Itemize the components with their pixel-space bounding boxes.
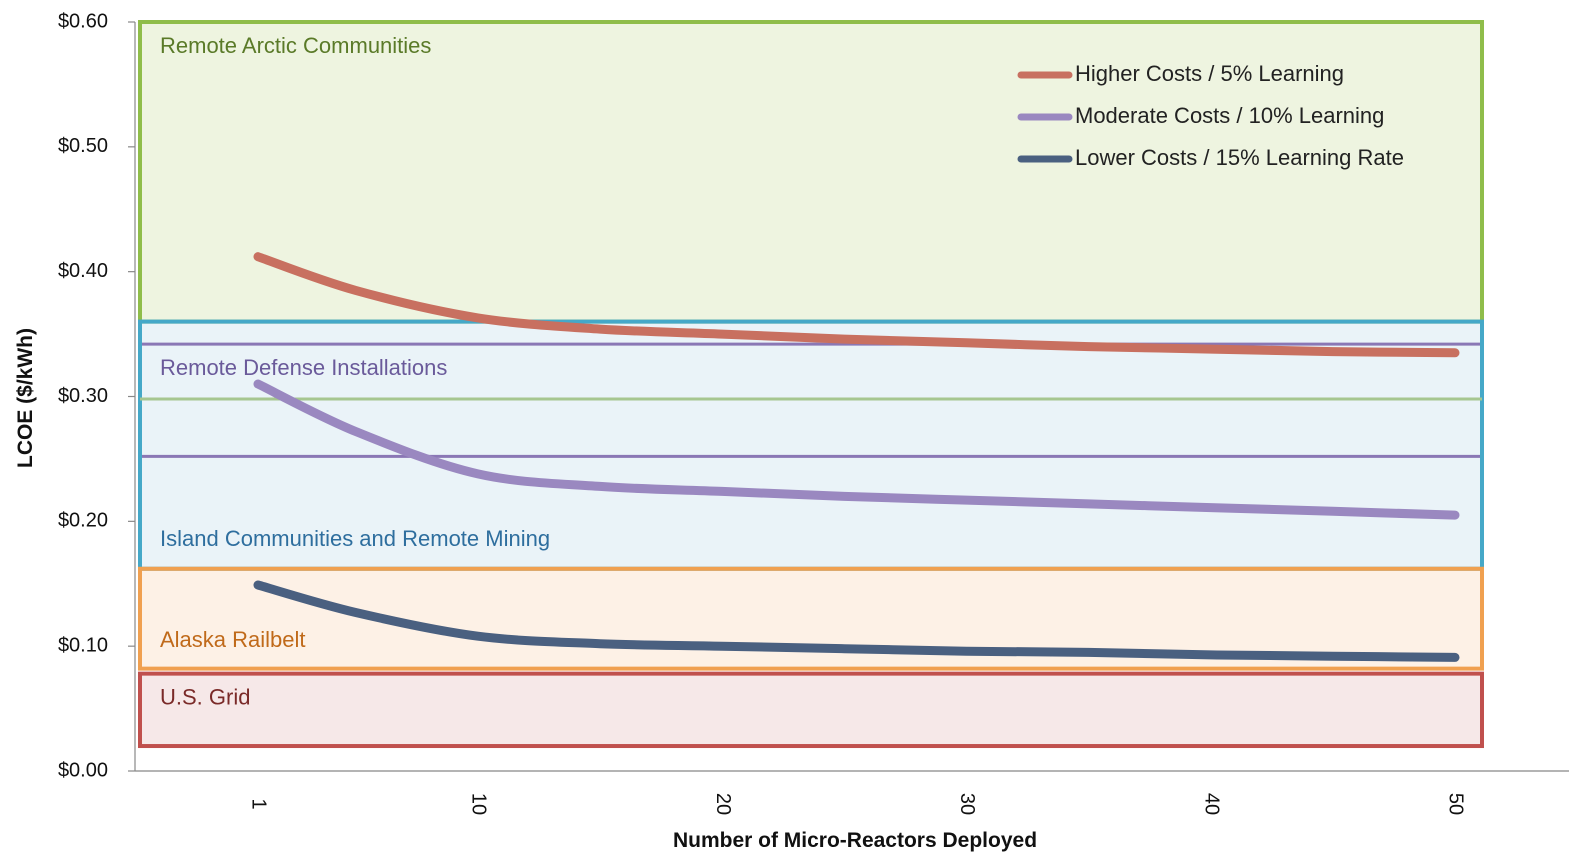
y-tick-label-4: $0.40 (58, 260, 108, 282)
y-tick-label-6: $0.60 (58, 10, 108, 32)
x-tick-label-4: 40 (1200, 793, 1222, 815)
band-label-3: Alaska Railbelt (160, 627, 306, 652)
x-tick-label-2: 20 (712, 793, 734, 815)
band-border-4 (138, 671, 1484, 749)
y-tick-label-3: $0.30 (58, 385, 108, 407)
y-tick-label-2: $0.20 (58, 510, 108, 532)
x-tick-label-3: 30 (956, 793, 978, 815)
cost-bands (138, 20, 1484, 749)
series-line-2 (253, 580, 1460, 662)
x-tick-label-5: 50 (1445, 793, 1467, 815)
legend-label-2: Lower Costs / 15% Learning Rate (1075, 145, 1404, 170)
y-tick-labels: $0.00 $0.10 $0.20 $0.30 $0.40 $0.50 $0.60 (58, 10, 135, 781)
x-tick-labels: 1 10 20 30 40 50 (248, 793, 1467, 815)
legend-label-1: Moderate Costs / 10% Learning (1075, 103, 1384, 128)
data-series (253, 252, 1460, 662)
band-label-0: Remote Arctic Communities (160, 33, 431, 58)
y-axis-title: LCOE ($/kWh) (14, 328, 37, 468)
band-label-4: U.S. Grid (160, 684, 250, 709)
band-label-1: Remote Defense Installations (160, 355, 447, 380)
band-fill-0 (140, 22, 1482, 322)
band-labels: Remote Arctic Communities Remote Defense … (160, 33, 550, 710)
band-fill-2 (140, 321, 1482, 569)
y-tick-label-0: $0.00 (58, 759, 108, 781)
series-line-1 (253, 379, 1460, 520)
band-label-2: Island Communities and Remote Mining (160, 526, 550, 551)
y-tick-label-5: $0.50 (58, 135, 108, 157)
x-axis-title: Number of Micro-Reactors Deployed (673, 829, 1037, 852)
y-tick-label-1: $0.10 (58, 634, 108, 656)
legend-label-0: Higher Costs / 5% Learning (1075, 61, 1344, 86)
x-tick-label-0: 1 (248, 798, 270, 809)
band-fill-4 (140, 673, 1482, 747)
legend: Higher Costs / 5% Learning Moderate Costs… (1017, 61, 1404, 170)
series-line-0 (253, 252, 1460, 358)
band-border-3 (138, 566, 1484, 671)
x-tick-label-1: 10 (468, 793, 490, 815)
